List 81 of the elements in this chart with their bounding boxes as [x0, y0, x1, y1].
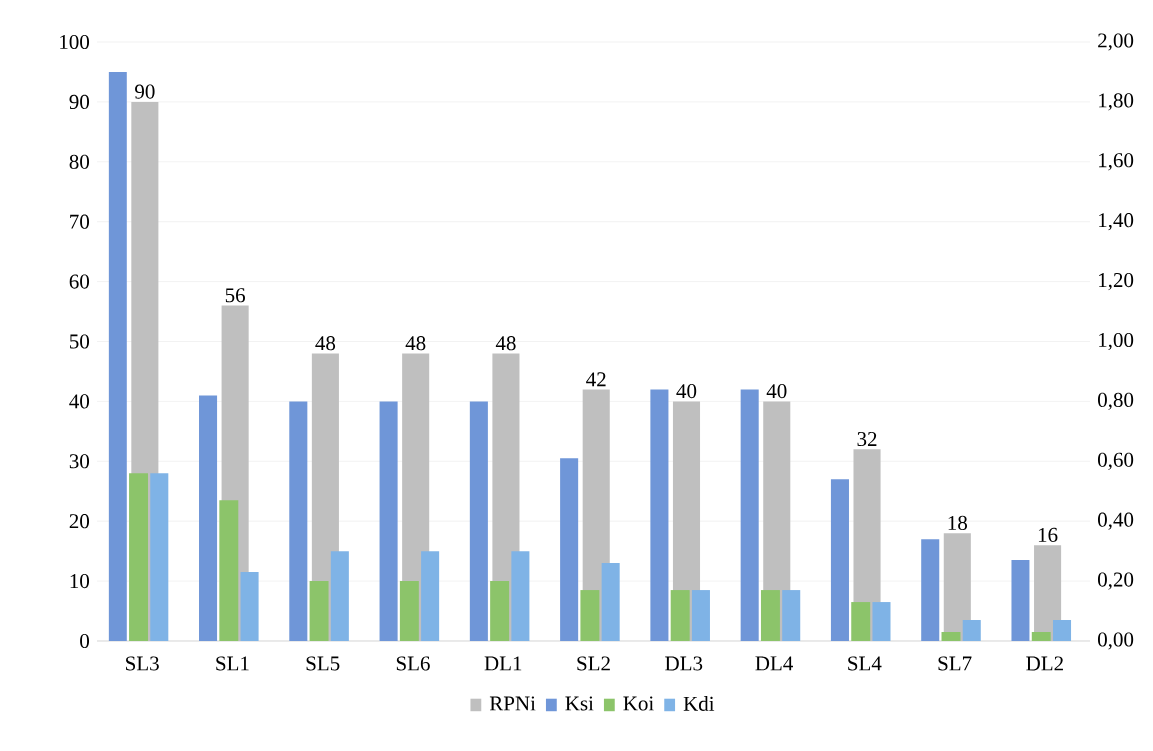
y2-tick-label: 1,80 — [1099, 93, 1134, 111]
bar — [289, 401, 308, 641]
data-label: 42 — [586, 372, 606, 387]
data-label: 32 — [857, 431, 877, 447]
bar — [760, 590, 780, 641]
y2-tick-label: 1,20 — [1099, 273, 1134, 291]
data-label: 56 — [225, 288, 246, 303]
bar — [150, 473, 169, 641]
legend-label: RPNi — [489, 696, 536, 711]
bar — [691, 590, 710, 641]
data-label: 48 — [315, 336, 336, 351]
y-tick-label: 90 — [69, 94, 90, 109]
bar — [851, 602, 871, 641]
y2-tick-label: 1,40 — [1099, 213, 1134, 231]
bar — [219, 500, 239, 641]
bar — [1011, 560, 1030, 641]
bar — [129, 473, 149, 641]
x-tick-label: SL3 — [126, 656, 159, 671]
y-tick-label: 60 — [69, 274, 90, 289]
x-tick-label: DL1 — [484, 656, 522, 671]
bar — [1031, 632, 1051, 641]
data-label: 40 — [676, 384, 697, 399]
bar — [330, 551, 349, 641]
y2-tick-label: 0,20 — [1098, 572, 1134, 590]
x-tick-label: SL5 — [306, 656, 340, 671]
y-tick-label: 10 — [70, 574, 90, 589]
bar — [872, 602, 891, 641]
data-label: 90 — [135, 84, 155, 99]
bar — [941, 632, 961, 641]
bar — [240, 572, 259, 641]
y2-tick-label: 0,60 — [1098, 452, 1134, 470]
legend-label: Koi — [623, 696, 654, 711]
bar — [309, 581, 329, 641]
y-tick-label: 0 — [80, 633, 90, 649]
y-tick-label: 30 — [69, 454, 90, 469]
y2-tick-label: 0,80 — [1098, 392, 1134, 410]
x-tick-label: DL4 — [755, 656, 793, 671]
bar — [399, 581, 419, 641]
y2-tick-label: 1,60 — [1099, 153, 1134, 171]
bar — [782, 590, 801, 641]
data-label: 40 — [766, 384, 787, 399]
x-tick-label: SL4 — [848, 656, 882, 671]
bar — [560, 458, 579, 641]
bar — [962, 620, 981, 641]
y2-tick-label: 0,40 — [1098, 512, 1134, 530]
legend-label: Ksi — [565, 696, 594, 711]
bar — [1052, 620, 1072, 641]
x-tick-label: SL2 — [577, 656, 610, 671]
bar — [379, 401, 398, 641]
bar — [469, 401, 488, 641]
bar — [830, 479, 849, 641]
x-tick-label: SL6 — [396, 656, 430, 671]
bar — [650, 389, 669, 641]
bar — [670, 590, 690, 641]
bar — [921, 539, 940, 641]
bar — [511, 551, 530, 641]
bar — [740, 389, 759, 641]
bar — [601, 563, 620, 641]
bar — [108, 71, 127, 641]
y-tick-label: 40 — [69, 394, 90, 409]
y2-tick-label: 2,00 — [1098, 33, 1134, 51]
x-tick-label: SL7 — [938, 656, 972, 671]
data-label: 18 — [948, 515, 968, 530]
bar — [199, 395, 218, 641]
legend-label: Kdi — [683, 696, 715, 711]
bar — [421, 551, 440, 641]
y-tick-label: 80 — [69, 154, 90, 169]
y2-tick-label: 0,00 — [1098, 632, 1134, 650]
x-tick-label: DL3 — [665, 656, 703, 671]
y-tick-label: 20 — [69, 514, 90, 529]
bar — [580, 590, 600, 641]
y-tick-label: 50 — [70, 334, 90, 349]
bar — [490, 581, 510, 641]
x-tick-label: DL2 — [1026, 656, 1063, 671]
data-label: 16 — [1038, 527, 1058, 542]
data-label: 48 — [405, 336, 426, 351]
y-tick-label: 70 — [70, 214, 90, 229]
x-tick-label: SL1 — [216, 656, 249, 671]
y2-tick-label: 1,00 — [1099, 332, 1134, 351]
y-tick-label: 100 — [60, 34, 90, 50]
data-label: 48 — [495, 336, 516, 351]
